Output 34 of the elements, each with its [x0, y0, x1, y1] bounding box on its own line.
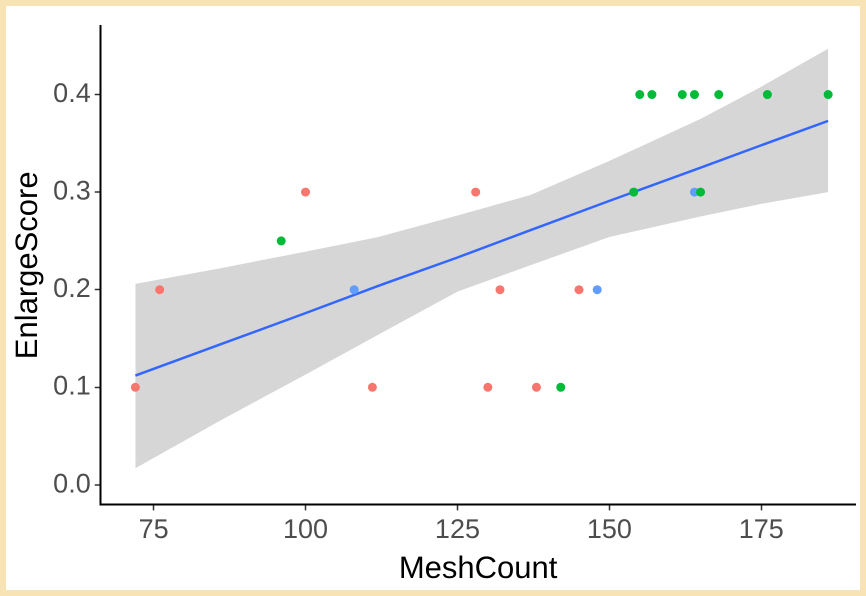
x-tick-label: 100 — [283, 514, 328, 544]
point — [483, 382, 492, 392]
y-tick-label: 0.3 — [53, 176, 91, 206]
point — [130, 382, 140, 392]
point — [629, 188, 638, 197]
y-tick-label: 0.1 — [53, 370, 91, 401]
point — [350, 285, 359, 294]
x-tick-label: 150 — [586, 514, 632, 544]
point — [824, 90, 833, 100]
y-tick-label: 0.0 — [53, 468, 91, 498]
point — [635, 90, 644, 100]
point — [690, 90, 699, 100]
y-tick-label: 0.4 — [53, 78, 91, 108]
point — [678, 90, 687, 100]
point — [647, 90, 656, 100]
point — [532, 382, 541, 392]
point — [556, 382, 566, 392]
y-tick-label: 0.2 — [53, 273, 91, 304]
point — [696, 188, 706, 197]
point — [471, 188, 480, 197]
point — [301, 188, 310, 197]
point — [762, 90, 772, 100]
x-tick-label: 125 — [434, 514, 480, 544]
point — [276, 236, 286, 246]
point — [592, 285, 602, 294]
point — [714, 90, 724, 100]
y-axis-title: EnlargeScore — [9, 171, 44, 360]
x-tick-label: 75 — [138, 514, 169, 544]
x-axis-title: MeshCount — [398, 550, 558, 585]
x-tick-label: 175 — [738, 514, 784, 544]
point — [368, 382, 377, 392]
point — [574, 285, 584, 294]
point — [155, 285, 164, 294]
point — [495, 285, 504, 294]
